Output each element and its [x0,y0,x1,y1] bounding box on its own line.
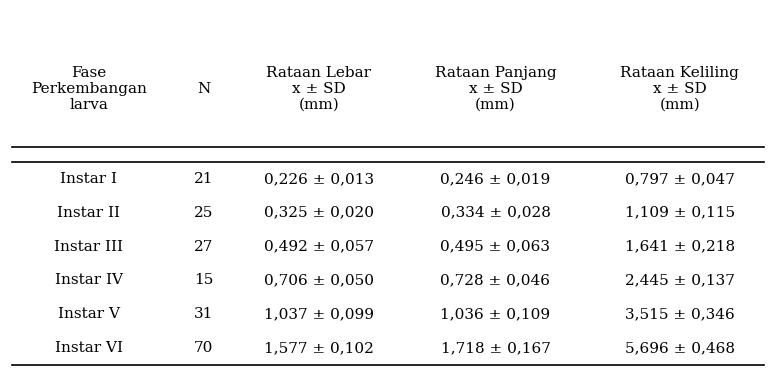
Text: 0,706 ± 0,050: 0,706 ± 0,050 [264,273,374,287]
Text: Instar I: Instar I [60,172,117,186]
Text: 5,696 ± 0,468: 5,696 ± 0,468 [625,341,735,355]
Text: Instar III: Instar III [54,239,123,253]
Text: Rataan Lebar
x ± SD
(mm): Rataan Lebar x ± SD (mm) [266,65,372,112]
Text: 1,577 ± 0,102: 1,577 ± 0,102 [264,341,374,355]
Text: Rataan Keliling
x ± SD
(mm): Rataan Keliling x ± SD (mm) [620,65,740,112]
Text: 0,334 ± 0,028: 0,334 ± 0,028 [441,206,550,220]
Text: Rataan Panjang
x ± SD
(mm): Rataan Panjang x ± SD (mm) [435,65,556,112]
Text: Instar V: Instar V [57,307,120,321]
Text: 0,226 ± 0,013: 0,226 ± 0,013 [264,172,374,186]
Text: 27: 27 [194,239,213,253]
Text: 1,641 ± 0,218: 1,641 ± 0,218 [625,239,735,253]
Text: 25: 25 [194,206,213,220]
Text: 0,492 ± 0,057: 0,492 ± 0,057 [264,239,374,253]
Text: Fase
Perkembangan
larva: Fase Perkembangan larva [31,65,147,112]
Text: 0,246 ± 0,019: 0,246 ± 0,019 [440,172,551,186]
Text: Instar VI: Instar VI [54,341,123,355]
Text: 15: 15 [194,273,213,287]
Text: 1,036 ± 0,109: 1,036 ± 0,109 [441,307,550,321]
Text: 1,037 ± 0,099: 1,037 ± 0,099 [264,307,374,321]
Text: 0,325 ± 0,020: 0,325 ± 0,020 [264,206,374,220]
Text: 0,495 ± 0,063: 0,495 ± 0,063 [441,239,550,253]
Text: 3,515 ± 0,346: 3,515 ± 0,346 [625,307,735,321]
Text: 1,109 ± 0,115: 1,109 ± 0,115 [625,206,735,220]
Text: 1,718 ± 0,167: 1,718 ± 0,167 [441,341,550,355]
Text: 0,797 ± 0,047: 0,797 ± 0,047 [625,172,735,186]
Text: Instar II: Instar II [57,206,120,220]
Text: Instar IV: Instar IV [54,273,123,287]
Text: 2,445 ± 0,137: 2,445 ± 0,137 [625,273,735,287]
Text: 31: 31 [194,307,213,321]
Text: 70: 70 [194,341,213,355]
Text: 0,728 ± 0,046: 0,728 ± 0,046 [441,273,550,287]
Text: 21: 21 [194,172,213,186]
Text: N: N [197,82,210,96]
